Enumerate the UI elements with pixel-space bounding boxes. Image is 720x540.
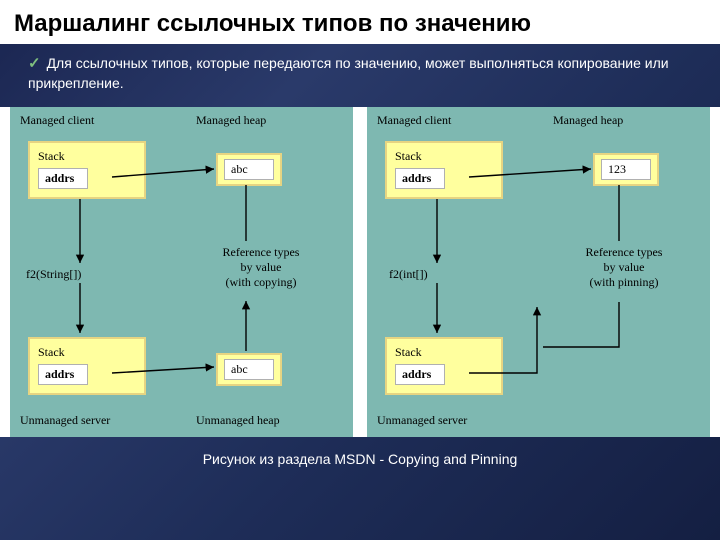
label-unmanaged-heap: Unmanaged heap	[196, 413, 280, 428]
note-left: Reference types by value (with copying)	[196, 245, 326, 290]
stack-top-title: Stack	[38, 149, 136, 164]
stack-bot-field-r: addrs	[395, 364, 445, 385]
stack-top-title-r: Stack	[395, 149, 493, 164]
stack-bot-title: Stack	[38, 345, 136, 360]
caption: Рисунок из раздела MSDN - Copying and Pi…	[0, 437, 720, 467]
heap-bot-box: abc	[216, 353, 282, 386]
label-managed-client: Managed client	[20, 113, 94, 128]
stack-top-box-r: Stack addrs	[385, 141, 503, 199]
stack-top-field-r: addrs	[395, 168, 445, 189]
diagram-container: Managed client Managed heap Stack addrs …	[0, 107, 720, 437]
stack-bot-field: addrs	[38, 364, 88, 385]
panel-copying: Managed client Managed heap Stack addrs …	[10, 107, 353, 437]
heap-top-field: abc	[224, 159, 274, 180]
note-right: Reference types by value (with pinning)	[559, 245, 689, 290]
call-text-left: f2(String[])	[26, 267, 81, 282]
heap-top-box: abc	[216, 153, 282, 186]
check-icon: ✓	[28, 55, 41, 72]
stack-bot-box-r: Stack addrs	[385, 337, 503, 395]
label-unmanaged-server-r: Unmanaged server	[377, 413, 467, 428]
panel-pinning: Managed client Managed heap Stack addrs …	[367, 107, 710, 437]
stack-bot-title-r: Stack	[395, 345, 493, 360]
heap-top-field-r: 123	[601, 159, 651, 180]
bullet-body: Для ссылочных типов, которые передаются …	[28, 55, 669, 91]
label-managed-heap-r: Managed heap	[553, 113, 623, 128]
heap-top-box-r: 123	[593, 153, 659, 186]
heap-bot-field: abc	[224, 359, 274, 380]
bullet-text: ✓Для ссылочных типов, которые передаются…	[0, 44, 720, 107]
stack-bot-box: Stack addrs	[28, 337, 146, 395]
stack-top-box: Stack addrs	[28, 141, 146, 199]
label-managed-client-r: Managed client	[377, 113, 451, 128]
label-managed-heap: Managed heap	[196, 113, 266, 128]
stack-top-field: addrs	[38, 168, 88, 189]
call-text-right: f2(int[])	[389, 267, 428, 282]
page-title: Маршалинг ссылочных типов по значению	[0, 0, 720, 44]
label-unmanaged-server: Unmanaged server	[20, 413, 110, 428]
